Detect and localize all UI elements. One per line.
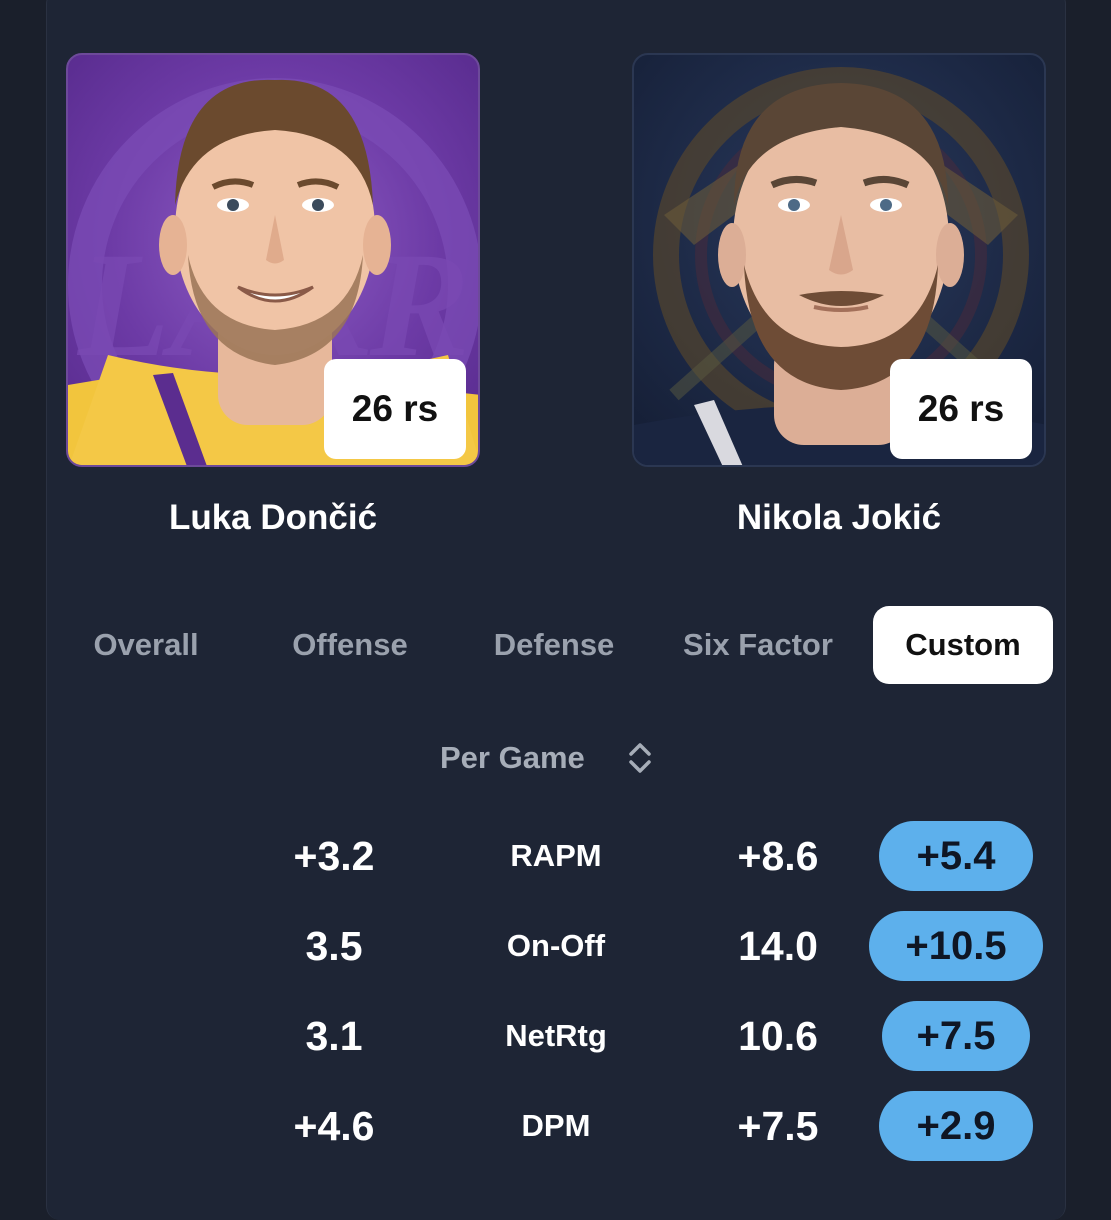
player-name-left[interactable]: Luka Dončić (168, 498, 378, 537)
stat-left-value: 3.1 (305, 1012, 363, 1059)
stat-right-value: +7.5 (737, 1102, 819, 1149)
stat-left-value: +4.6 (293, 1102, 375, 1149)
stat-left-value: 3.5 (305, 922, 363, 969)
player-badge-left: 26 rs (324, 359, 466, 459)
stat-right-value: 14.0 (738, 922, 818, 969)
player-card-left[interactable]: LAKR 26 rs (66, 53, 480, 467)
stat-row: +3.2 RAPM +8.6 +5.4 (46, 816, 1064, 896)
stat-row: +4.6 DPM +7.5 +2.9 (46, 1086, 1064, 1166)
stat-right-value: 10.6 (738, 1012, 818, 1059)
stat-metric-label: RAPM (510, 838, 602, 873)
stat-diff-pill: +10.5 (869, 911, 1043, 981)
stat-metric-label: NetRtg (505, 1018, 607, 1053)
stat-diff-pill: +2.9 (879, 1091, 1033, 1161)
player-name-right[interactable]: Nikola Jokić (736, 498, 942, 537)
tab-custom[interactable]: Custom (873, 606, 1053, 684)
tab-six-factor[interactable]: Six Factor (683, 627, 833, 662)
per-game-selector[interactable]: Per Game (440, 730, 655, 786)
player-card-right[interactable]: 26 rs (632, 53, 1046, 467)
stat-metric-label: On-Off (506, 928, 606, 963)
stat-row: 3.5 On-Off 14.0 +10.5 (46, 906, 1064, 986)
stat-right-value: +8.6 (737, 832, 819, 879)
stat-metric-label: DPM (521, 1108, 591, 1143)
stat-diff-pill: +5.4 (879, 821, 1033, 891)
tab-defense[interactable]: Defense (493, 627, 615, 662)
player-badge-right: 26 rs (890, 359, 1032, 459)
category-tabs: Overall Offense Defense Six Factor Custo… (46, 606, 1064, 684)
tab-overall[interactable]: Overall (93, 627, 199, 662)
per-game-label: Per Game (440, 740, 585, 775)
stat-row: 3.1 NetRtg 10.6 +7.5 (46, 996, 1064, 1076)
tab-offense[interactable]: Offense (292, 627, 408, 662)
chevron-up-down-icon (629, 743, 651, 773)
stat-left-value: +3.2 (293, 832, 375, 879)
stat-diff-pill: +7.5 (882, 1001, 1030, 1071)
